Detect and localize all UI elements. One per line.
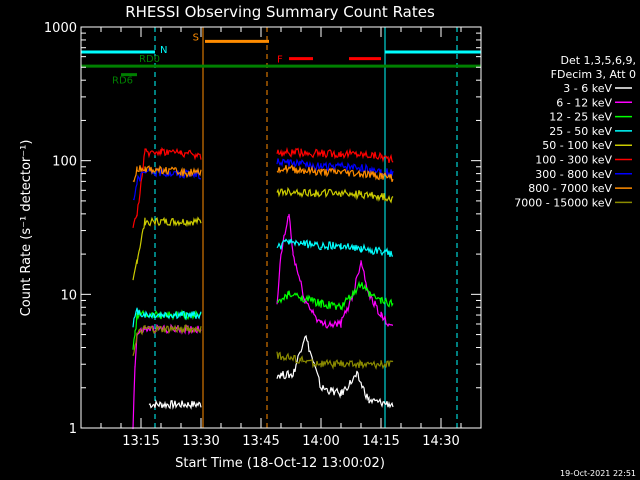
series-line-12-25-kev-1 <box>276 280 394 311</box>
chart-title: RHESSI Observing Summary Count Rates <box>125 3 435 21</box>
x-tick-label-0: 13:15 <box>122 434 159 449</box>
series-line-3-6-kev-1 <box>276 334 394 409</box>
annotation-label-rd6: RD6 <box>112 76 133 87</box>
y-tick-label-3: 1000 <box>44 21 77 36</box>
legend-header-line-1: Det 1,3,5,6,9, <box>560 54 636 67</box>
series-line-50-100-kev-0 <box>132 216 202 281</box>
x-tick-label-5: 14:30 <box>422 434 459 449</box>
legend-label-3-6-kev: 3 - 6 keV <box>563 82 612 95</box>
footer-date: 19-Oct-2021 22:51 <box>560 469 636 478</box>
series-line-3-6-kev-0 <box>148 399 202 410</box>
legend-label-25-50-kev: 25 - 50 keV <box>549 125 612 138</box>
legend-label-100-300-kev: 100 - 300 keV <box>535 154 612 167</box>
y-tick-label-2: 100 <box>52 155 77 170</box>
y-axis-label: Count Rate (s⁻¹ detector⁻¹) <box>19 140 34 317</box>
series-line-7000-15000-kev-1 <box>276 351 394 370</box>
x-tick-label-2: 13:45 <box>242 434 279 449</box>
x-tick-label-3: 14:00 <box>302 434 339 449</box>
series-line-6-12-kev-1 <box>276 213 393 329</box>
annotation-label-n: N <box>160 45 167 56</box>
series-line-300-800-kev-0 <box>132 167 202 201</box>
annotation-label-rd0: RD0 <box>139 54 160 65</box>
annotation-label-f: F <box>277 55 283 66</box>
legend-label-300-800-kev: 300 - 800 keV <box>535 168 612 181</box>
legend-label-12-25-kev: 12 - 25 keV <box>549 111 612 124</box>
legend: Det 1,3,5,6,9, FDecim 3, Att 0 3 - 6 keV… <box>514 54 636 209</box>
legend-header-line-2: FDecim 3, Att 0 <box>551 68 636 81</box>
axis-marks: 1 10 100 1000 13:15 13:30 13:45 14:00 14:15 14:30 <box>44 21 481 449</box>
x-axis-label: Start Time (18-Oct-12 13:00:02) <box>175 456 385 471</box>
annotation-label-s: S <box>193 32 199 43</box>
y-tick-label-0: 1 <box>69 422 77 437</box>
series-line-100-300-kev-1 <box>276 146 394 164</box>
series-line-100-300-kev-0 <box>132 146 202 229</box>
x-tick-label-1: 13:30 <box>182 434 219 449</box>
x-tick-label-4: 14:15 <box>362 434 399 449</box>
series-line-800-7000-kev-1 <box>276 164 394 183</box>
series-line-800-7000-kev-0 <box>132 165 202 183</box>
series-line-7000-15000-kev-0 <box>132 324 202 356</box>
series-line-25-50-kev-0 <box>132 307 202 328</box>
legend-label-7000-15000-kev: 7000 - 15000 keV <box>514 196 612 209</box>
series-line-50-100-kev-1 <box>276 186 394 204</box>
legend-label-800-7000-kev: 800 - 7000 keV <box>528 182 612 195</box>
y-tick-label-1: 10 <box>60 288 77 303</box>
plot-marks: N S F RD0 RD6 <box>81 27 481 430</box>
legend-label-6-12-kev: 6 - 12 keV <box>556 96 612 109</box>
series-line-25-50-kev-1 <box>276 238 394 258</box>
series-line-300-800-kev-1 <box>276 158 394 178</box>
legend-label-50-100-kev: 50 - 100 keV <box>542 139 612 152</box>
